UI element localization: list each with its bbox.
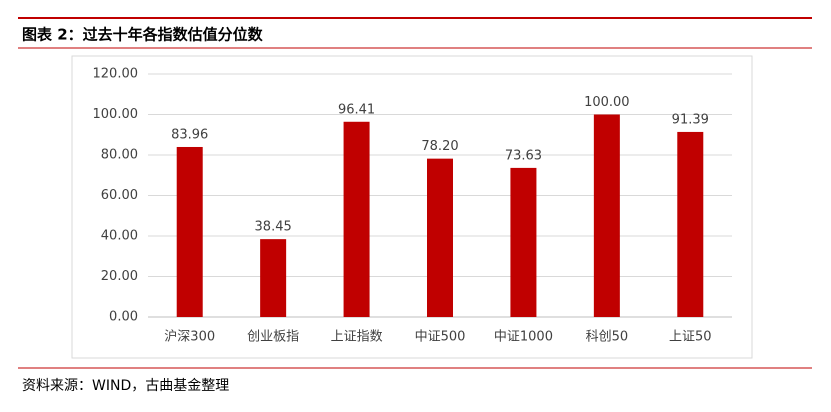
y-tick-label: 60.00: [101, 188, 138, 203]
data-label: 96.41: [338, 102, 375, 117]
chart-title: 图表 2：过去十年各指数估值分位数: [22, 26, 264, 44]
bar: [260, 239, 287, 317]
x-tick-label: 中证1000: [494, 330, 553, 345]
y-tick-label: 0.00: [109, 310, 138, 325]
data-label: 91.39: [672, 112, 709, 127]
x-tick-label: 上证50: [669, 330, 712, 345]
data-label: 100.00: [584, 95, 630, 110]
data-label: 38.45: [255, 220, 292, 235]
y-tick-label: 100.00: [93, 107, 139, 122]
data-label: 78.20: [421, 139, 458, 154]
bar: [427, 158, 453, 317]
chart-frame: [71, 55, 753, 359]
source: 资料来源：WIND，古曲基金整理: [22, 377, 229, 394]
y-tick-label: 40.00: [101, 229, 138, 244]
data-label: 83.96: [171, 127, 208, 142]
y-tick-label: 120.00: [93, 67, 139, 82]
bar: [677, 131, 704, 317]
x-tick-label: 创业板指: [247, 330, 299, 345]
y-tick-label: 20.00: [101, 269, 138, 284]
y-tick-label: 80.00: [101, 148, 138, 163]
bar: [343, 121, 370, 318]
bar: [593, 114, 620, 317]
x-tick-label: 上证指数: [331, 330, 383, 345]
x-tick-label: 沪深300: [164, 329, 215, 345]
x-tick-label: 中证500: [415, 330, 466, 345]
x-tick-label: 科创50: [586, 330, 629, 345]
data-label: 73.63: [505, 148, 542, 163]
bar: [510, 167, 537, 317]
bar: [176, 146, 203, 317]
